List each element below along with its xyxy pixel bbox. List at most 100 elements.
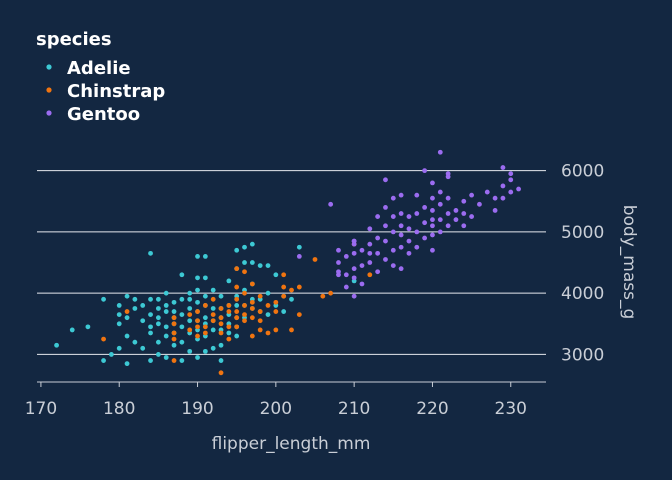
point-chinstrap — [249, 333, 255, 339]
x-axis-title: flipper_length_mm — [212, 434, 371, 454]
point-gentoo — [296, 254, 302, 259]
point-gentoo — [500, 195, 506, 201]
point-adelie — [155, 296, 161, 302]
point-adelie — [148, 250, 153, 256]
point-gentoo — [445, 223, 451, 229]
point-gentoo — [390, 229, 396, 235]
point-adelie — [155, 315, 161, 321]
point-chinstrap — [242, 303, 247, 308]
point-chinstrap — [226, 303, 232, 308]
point-chinstrap — [281, 293, 287, 299]
point-gentoo — [383, 204, 388, 210]
point-adelie — [296, 244, 302, 250]
point-gentoo — [461, 211, 467, 216]
point-adelie — [155, 339, 161, 345]
point-gentoo — [508, 177, 514, 183]
point-adelie — [179, 272, 185, 278]
point-adelie — [195, 355, 200, 360]
point-chinstrap — [296, 284, 302, 290]
point-adelie — [226, 278, 232, 284]
point-gentoo — [351, 275, 357, 281]
point-adelie — [155, 352, 161, 357]
point-gentoo — [406, 238, 412, 244]
point-gentoo — [343, 284, 349, 290]
point-gentoo — [414, 192, 420, 198]
point-chinstrap — [226, 336, 232, 342]
point-adelie — [140, 345, 146, 351]
point-adelie — [148, 324, 153, 330]
point-adelie — [202, 254, 208, 259]
point-gentoo — [336, 260, 341, 265]
point-adelie — [124, 361, 130, 367]
y-tick-label: 3000 — [561, 345, 604, 365]
point-chinstrap — [234, 324, 240, 330]
point-adelie — [163, 324, 169, 330]
point-gentoo — [430, 217, 435, 223]
point-gentoo — [383, 223, 388, 229]
x-tick-label: 200 — [260, 399, 292, 419]
point-adelie — [155, 321, 161, 327]
point-gentoo — [492, 195, 498, 201]
point-chinstrap — [171, 315, 177, 321]
point-adelie — [195, 287, 200, 293]
legend-title: species — [36, 29, 112, 50]
point-adelie — [116, 345, 122, 351]
point-chinstrap — [171, 336, 177, 342]
point-adelie — [163, 309, 169, 314]
point-adelie — [155, 306, 161, 311]
point-gentoo — [398, 266, 404, 272]
point-adelie — [273, 272, 279, 278]
point-chinstrap — [265, 330, 271, 336]
point-chinstrap — [210, 312, 216, 318]
point-adelie — [218, 293, 224, 299]
point-chinstrap — [218, 306, 224, 311]
point-adelie — [195, 254, 200, 259]
data-points — [54, 149, 521, 376]
point-chinstrap — [218, 321, 224, 327]
point-chinstrap — [242, 269, 247, 275]
point-chinstrap — [257, 309, 263, 314]
point-adelie — [163, 333, 169, 339]
point-chinstrap — [249, 299, 255, 305]
point-adelie — [202, 293, 208, 299]
point-gentoo — [508, 189, 514, 195]
point-gentoo — [445, 171, 451, 177]
point-adelie — [257, 263, 263, 268]
point-chinstrap — [195, 318, 200, 324]
point-chinstrap — [249, 315, 255, 321]
point-chinstrap — [273, 309, 279, 314]
x-tick-label: 210 — [338, 399, 370, 419]
point-gentoo — [437, 149, 443, 155]
point-gentoo — [367, 260, 373, 265]
legend-marker-chinstrap — [46, 87, 52, 93]
legend-label-adelie: Adelie — [67, 58, 131, 79]
point-gentoo — [516, 186, 521, 192]
point-adelie — [187, 318, 193, 324]
point-adelie — [249, 241, 255, 247]
point-adelie — [171, 342, 177, 348]
x-tick-label: 230 — [495, 399, 527, 419]
point-adelie — [140, 318, 146, 324]
point-adelie — [171, 299, 177, 305]
point-adelie — [124, 293, 130, 299]
point-chinstrap — [195, 333, 200, 339]
point-chinstrap — [257, 318, 263, 324]
point-gentoo — [359, 281, 365, 287]
point-adelie — [210, 327, 216, 333]
point-gentoo — [328, 201, 334, 207]
point-chinstrap — [226, 324, 232, 330]
point-adelie — [187, 290, 193, 296]
point-adelie — [108, 352, 114, 357]
point-adelie — [281, 309, 287, 314]
point-gentoo — [390, 214, 396, 219]
point-gentoo — [422, 235, 428, 241]
legend-marker-adelie — [46, 64, 52, 70]
point-gentoo — [430, 208, 435, 213]
point-chinstrap — [320, 293, 326, 299]
point-gentoo — [445, 211, 451, 216]
point-adelie — [179, 312, 185, 318]
point-adelie — [202, 275, 208, 281]
point-gentoo — [461, 223, 467, 229]
point-gentoo — [453, 217, 459, 223]
